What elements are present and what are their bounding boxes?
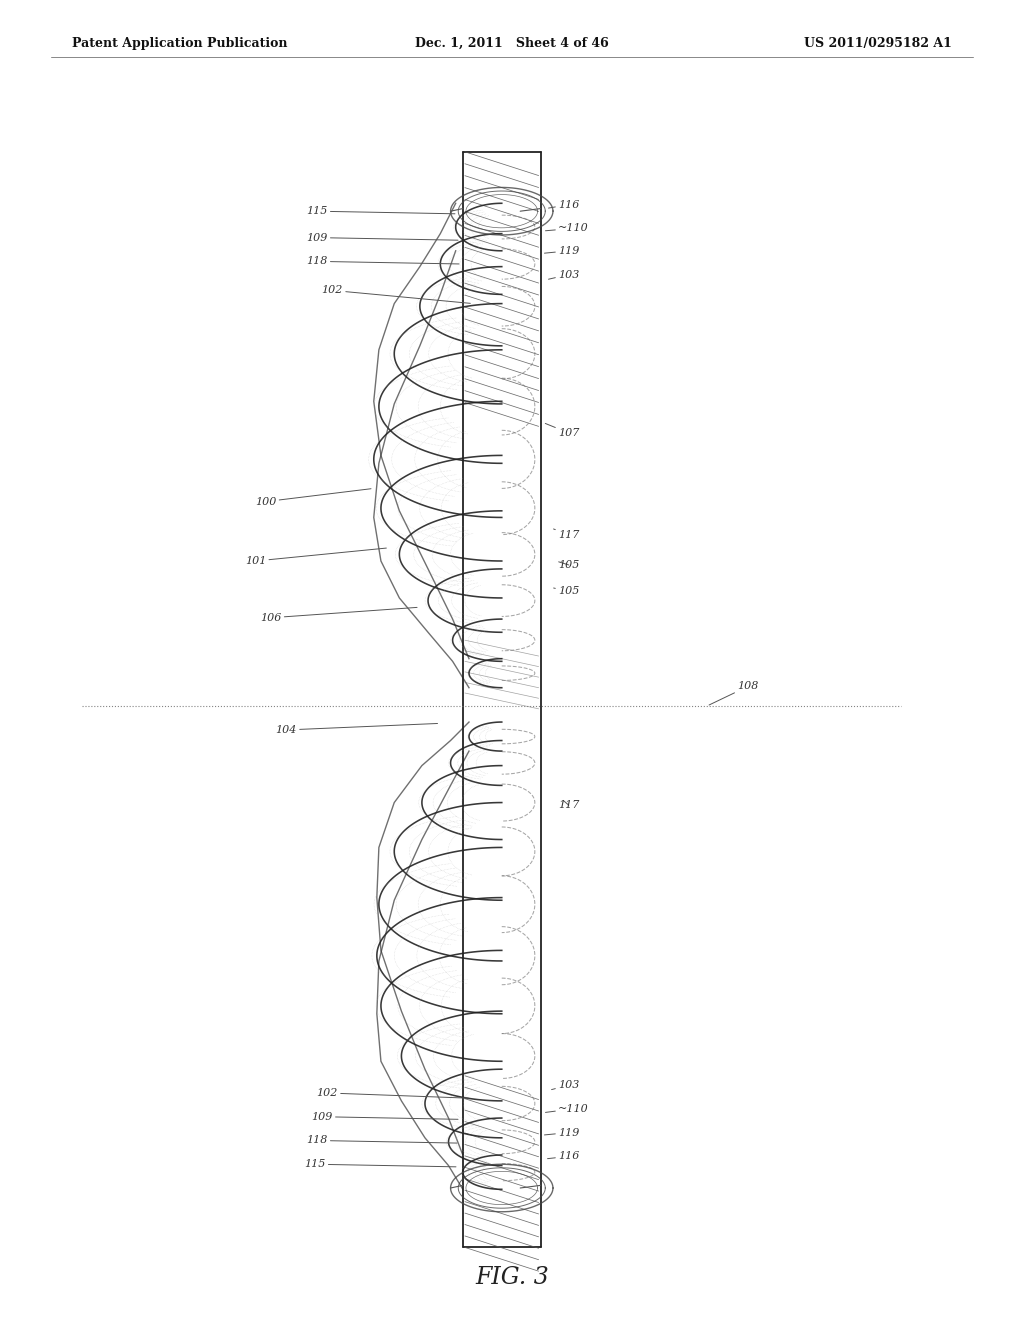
Text: ~110: ~110	[546, 1104, 589, 1114]
Text: 119: 119	[545, 246, 580, 256]
Text: 109: 109	[306, 232, 458, 243]
Text: 102: 102	[316, 1088, 468, 1098]
Text: ~110: ~110	[546, 223, 589, 234]
Text: 108: 108	[709, 681, 759, 705]
Text: 116: 116	[548, 1151, 580, 1162]
Text: 103: 103	[549, 269, 580, 280]
Text: Dec. 1, 2011   Sheet 4 of 46: Dec. 1, 2011 Sheet 4 of 46	[415, 37, 609, 50]
Text: 105: 105	[554, 586, 580, 597]
Text: 115: 115	[306, 206, 455, 216]
Text: 109: 109	[311, 1111, 458, 1122]
Text: 118: 118	[306, 1135, 457, 1146]
Text: 106: 106	[260, 607, 417, 623]
Text: 116: 116	[549, 199, 580, 210]
Text: 104: 104	[275, 723, 437, 735]
Text: 101: 101	[245, 548, 386, 566]
Text: 115: 115	[304, 1159, 456, 1170]
Text: Patent Application Publication: Patent Application Publication	[72, 37, 287, 50]
Text: 100: 100	[255, 488, 371, 507]
Text: 117: 117	[558, 800, 580, 810]
Text: 103: 103	[552, 1080, 580, 1090]
Text: 117: 117	[554, 529, 580, 540]
Text: 107: 107	[546, 424, 580, 438]
Text: 118: 118	[306, 256, 459, 267]
Text: 102: 102	[322, 285, 470, 304]
Text: US 2011/0295182 A1: US 2011/0295182 A1	[805, 37, 952, 50]
Text: 119: 119	[545, 1127, 580, 1138]
Text: FIG. 3: FIG. 3	[475, 1266, 549, 1290]
Text: 105: 105	[558, 560, 580, 570]
